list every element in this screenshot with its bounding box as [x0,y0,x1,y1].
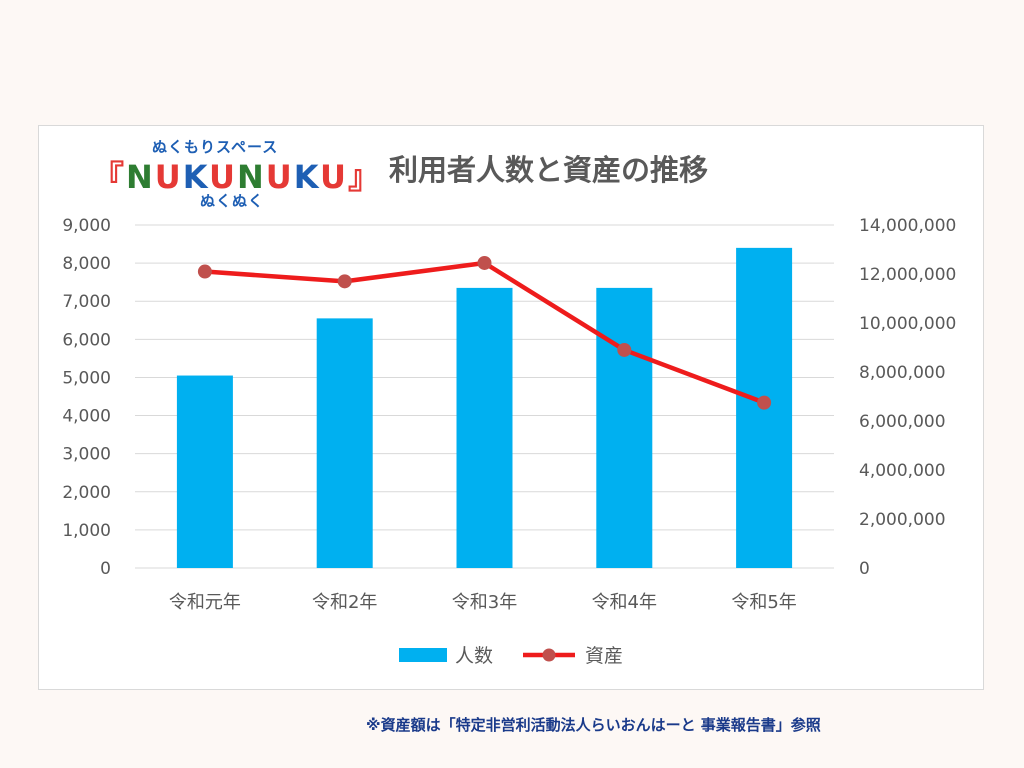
y-right-tick-label: 12,000,000 [859,265,956,285]
chart-title: 利用者人数と資産の推移 [389,153,708,187]
x-tick-label: 令和3年 [452,592,517,613]
bar-series [176,247,793,568]
axes: 0 1,000 2,000 3,000 4,000 5,000 6,000 7,000 8,00… [62,216,956,613]
y-right-tick-label: 14,000,000 [859,216,956,236]
bar [316,318,373,568]
y-right-tick-label: 4,000,000 [859,461,946,481]
x-tick-label: 令和元年 [169,592,241,613]
legend-swatch-marker [542,648,556,662]
y-left-tick-label: 6,000 [62,330,111,350]
y-right-tick-label: 8,000,000 [859,363,946,383]
logo-letter: N [237,158,266,196]
x-tick-label: 令和4年 [592,592,657,613]
logo-right-bracket: 』 [347,158,382,196]
x-tick-label: 令和2年 [312,592,377,613]
source-footnote: ※資産額は「特定非営利活動法人らいおんはーと 事業報告書」参照 [366,716,821,734]
y-left-tick-label: 1,000 [62,521,111,541]
y-left-tick-label: 0 [100,559,111,579]
logo-left-bracket: 『 [92,158,127,196]
logo-letter: U [320,158,348,196]
logo-top-text: ぬくもりスペース [152,138,279,156]
y-right-tick-label: 0 [859,559,870,579]
logo-letter: N [126,158,155,196]
logo-letter: U [209,158,237,196]
legend-label: 人数 [455,645,493,667]
y-left-tick-label: 7,000 [62,292,111,312]
line-series [197,255,772,410]
logo-wordmark: 『NUKUNUKU』 [92,152,382,198]
y-left-tick-label: 8,000 [62,254,111,274]
bar [176,375,233,568]
y-left-tick-label: 3,000 [62,445,111,465]
line-point [617,342,632,357]
logo-letter: K [293,158,320,196]
line-point [477,255,492,270]
logo-letter: K [182,158,210,196]
y-left-tick-label: 4,000 [62,407,111,427]
y-right-tick-label: 10,000,000 [859,314,956,334]
legend: 人数 資産 [399,645,623,667]
logo-letter: U [154,158,183,196]
bar [596,287,653,568]
y-left-tick-label: 5,000 [62,368,111,388]
legend-swatch-bar [399,648,447,662]
chart-card: 利用者人数と資産の推移 0 1,000 2,000 3,000 4,000 5,000 6,… [38,125,984,690]
logo-bottom-text: ぬくぬく [200,192,265,210]
y-right-tick-label: 6,000,000 [859,412,946,432]
nukunuku-logo: ぬくもりスペース 『NUKUNUKU』 ぬくぬく [92,136,380,210]
x-tick-label: 令和5年 [731,592,796,613]
y-left-tick-label: 2,000 [62,483,111,503]
line-point [757,395,772,410]
bar [456,287,513,568]
y-left-tick-label: 9,000 [62,216,111,236]
logo-letter: U [265,158,294,196]
line-point [197,264,212,279]
chart-svg: 利用者人数と資産の推移 0 1,000 2,000 3,000 4,000 5,000 6,… [62,153,956,667]
legend-label: 資産 [585,645,623,667]
line-point [337,274,352,289]
y-right-tick-label: 2,000,000 [859,510,946,530]
